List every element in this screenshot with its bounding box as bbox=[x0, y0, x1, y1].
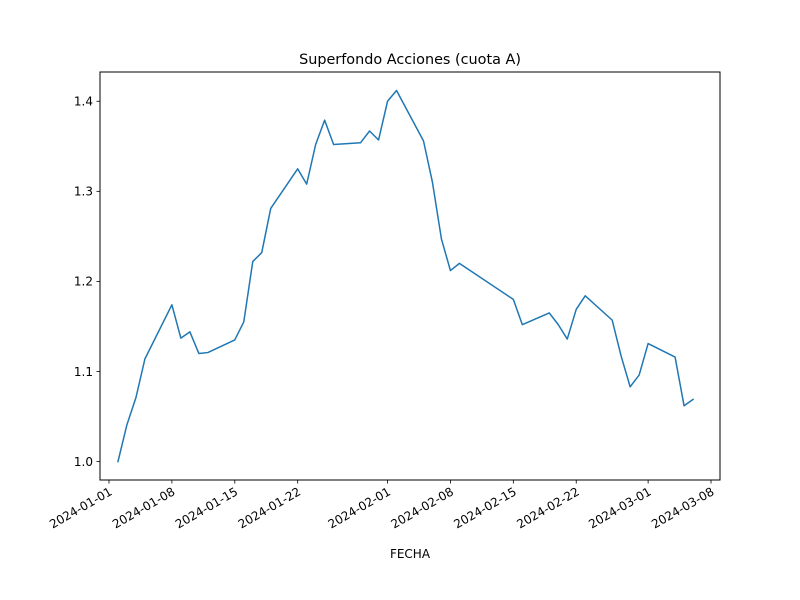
x-axis: 2024-01-012024-01-082024-01-152024-01-22… bbox=[47, 480, 717, 531]
x-tick-label: 2024-01-01 bbox=[47, 484, 114, 531]
x-tick-label: 2024-03-08 bbox=[649, 484, 716, 531]
x-tick-label: 2024-01-08 bbox=[110, 484, 177, 531]
x-tick-label: 2024-02-22 bbox=[514, 484, 581, 531]
x-tick-label: 2024-01-22 bbox=[236, 484, 303, 531]
chart-title: Superfondo Acciones (cuota A) bbox=[299, 52, 521, 68]
y-tick-label: 1.0 bbox=[74, 455, 93, 469]
series-line bbox=[117, 89, 695, 463]
x-tick-label: 2024-01-15 bbox=[173, 484, 240, 531]
x-tick-label: 2024-02-15 bbox=[451, 484, 518, 531]
y-tick-label: 1.4 bbox=[74, 95, 93, 109]
y-tick-label: 1.1 bbox=[74, 365, 93, 379]
x-tick-label: 2024-03-01 bbox=[586, 484, 653, 531]
x-tick-label: 2024-02-01 bbox=[326, 484, 393, 531]
y-tick-label: 1.2 bbox=[74, 275, 93, 289]
y-axis: 1.0 1.1 1.2 1.3 1.4 bbox=[74, 95, 100, 469]
x-axis-label: FECHA bbox=[390, 547, 431, 561]
plot-area bbox=[99, 71, 721, 481]
x-tick-label: 2024-02-08 bbox=[389, 484, 456, 531]
plot-frame bbox=[99, 71, 721, 481]
y-tick-label: 1.3 bbox=[74, 185, 93, 199]
